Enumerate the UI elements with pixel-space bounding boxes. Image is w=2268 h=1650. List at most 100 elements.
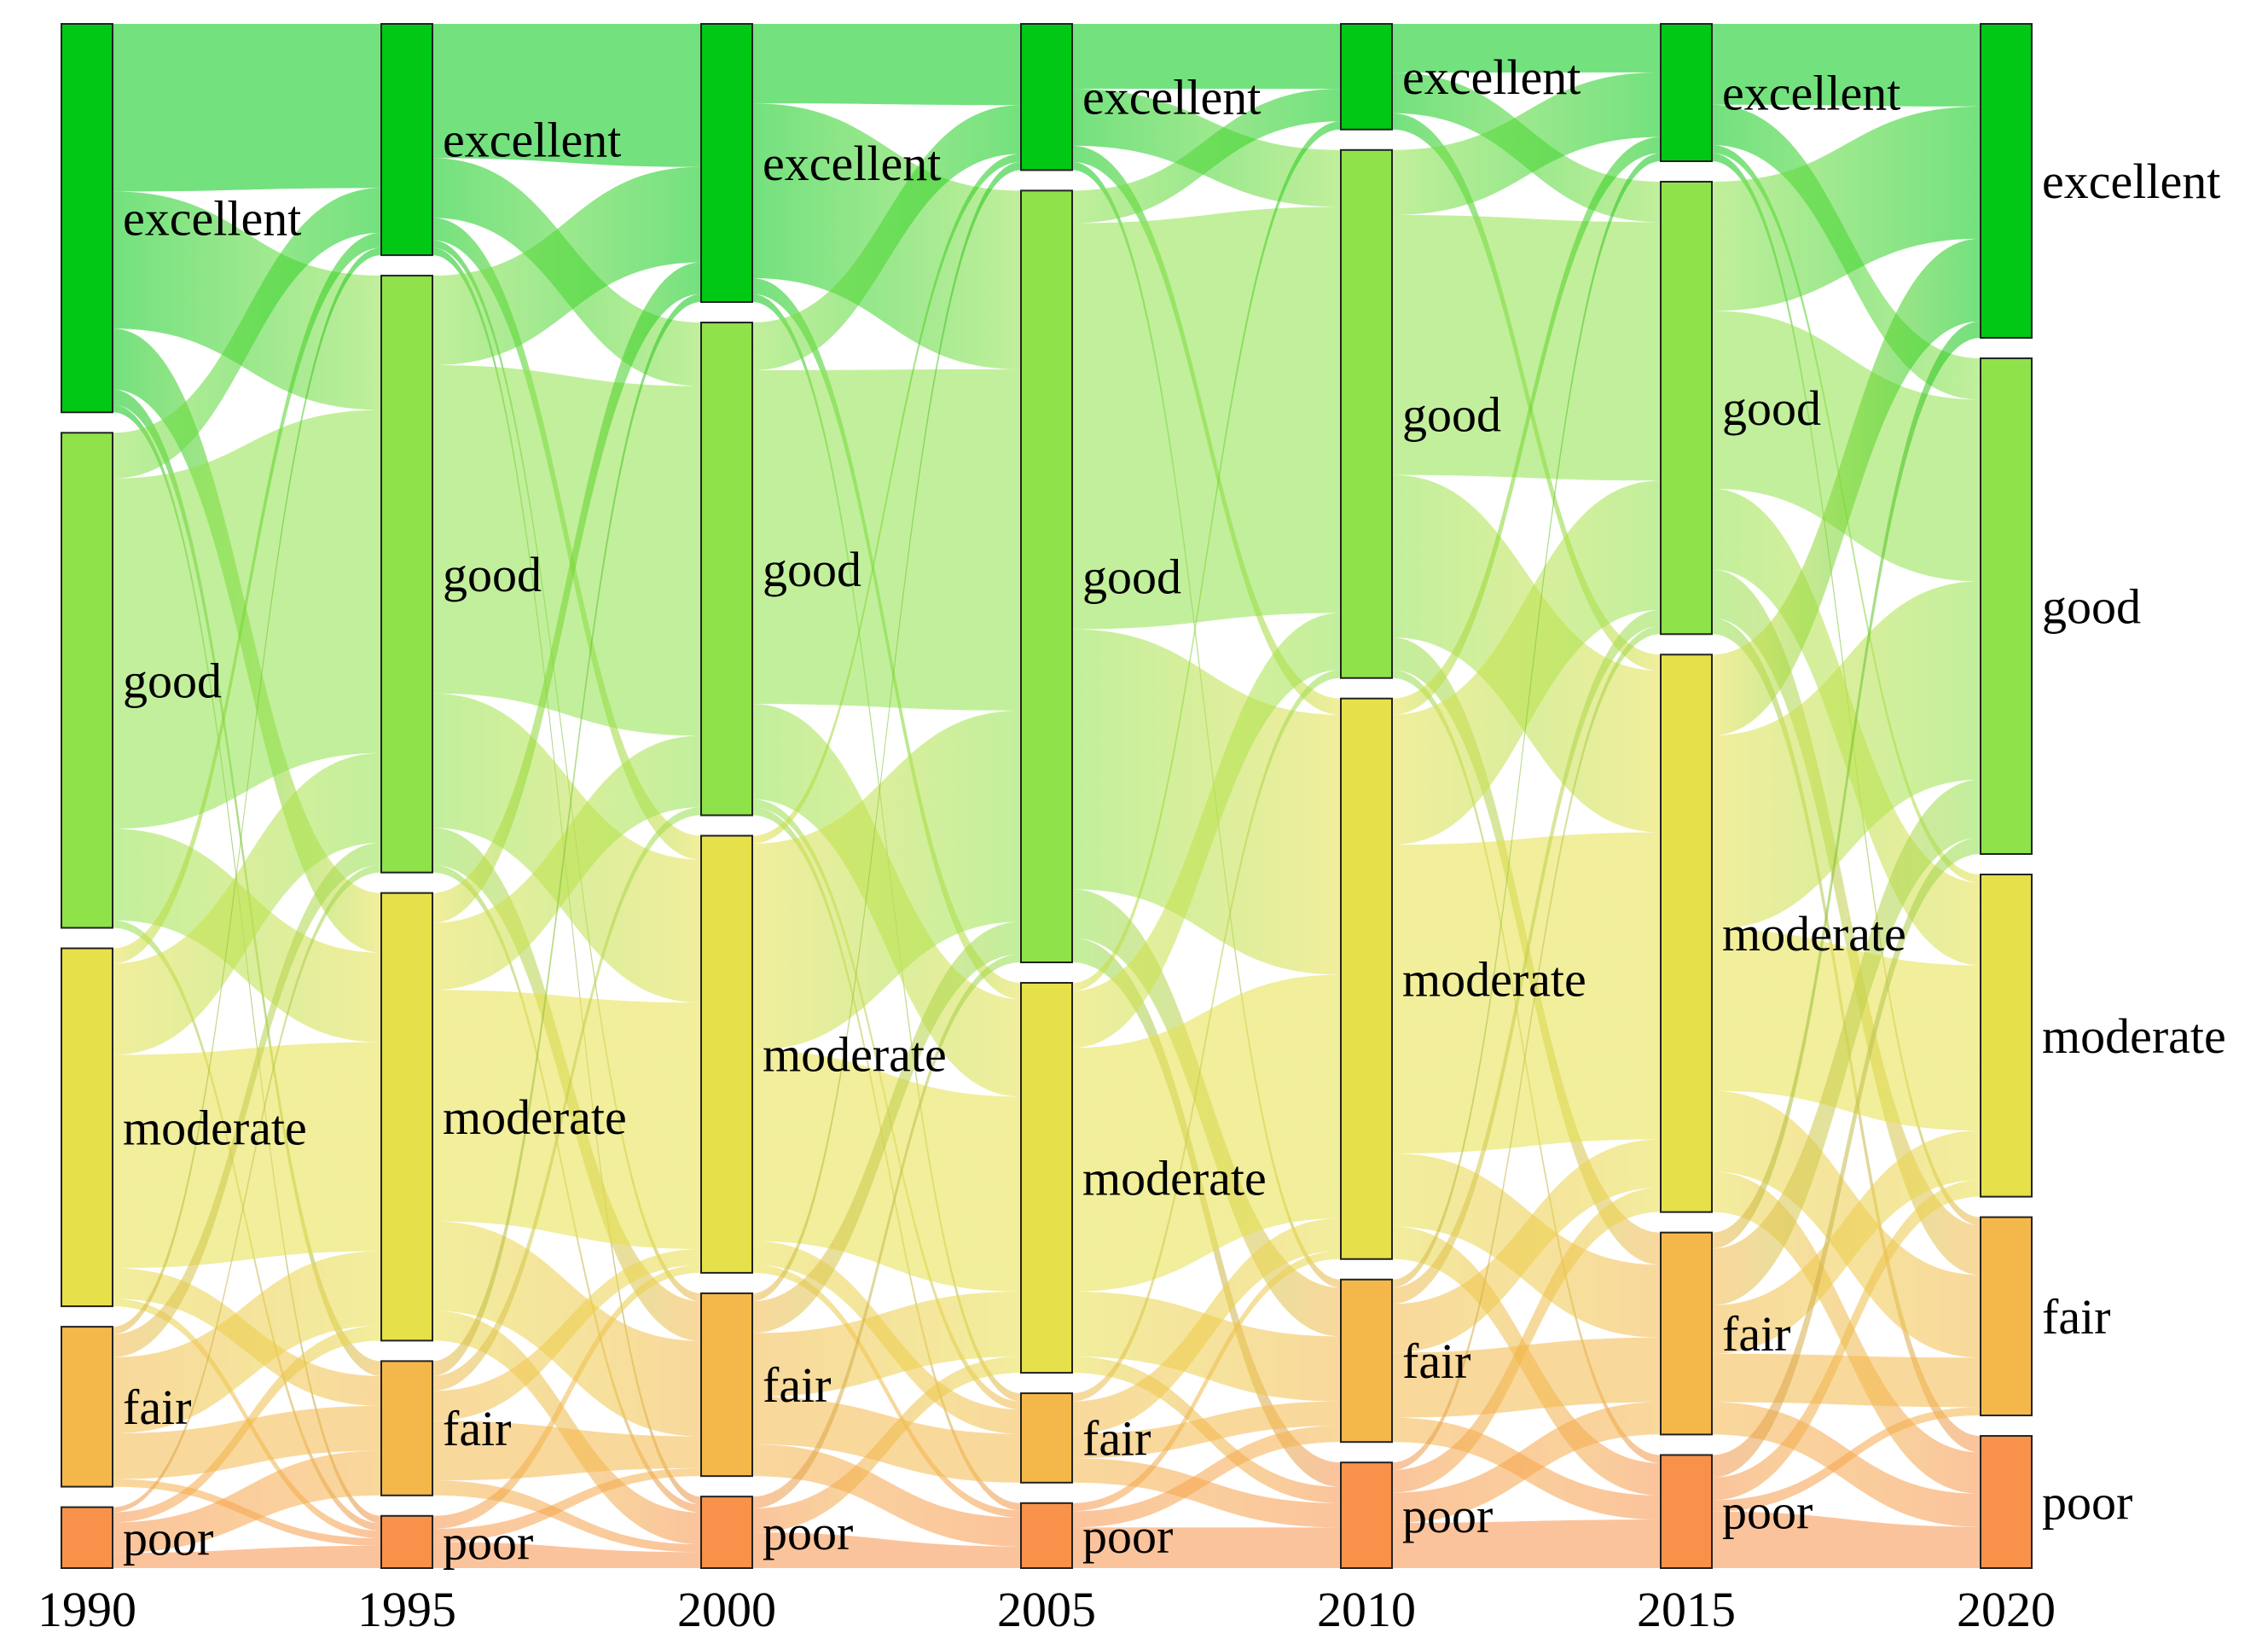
- flow-2010-poor-to-2015-moderate: [1392, 1188, 1661, 1493]
- flow-2005-fair-to-2010-good: [1072, 670, 1341, 1402]
- flow-1995-moderate-to-2000-poor: [432, 1310, 701, 1545]
- flow-1995-moderate-to-2000-moderate: [432, 990, 701, 1249]
- label-2015-excellent: excellent: [1722, 65, 1900, 120]
- node-2005-good: [1020, 189, 1073, 964]
- label-2010-fair: fair: [1402, 1333, 1471, 1389]
- flow-1990-moderate-to-1995-excellent: [113, 232, 381, 964]
- flow-2000-fair-to-2005-poor: [752, 1444, 1021, 1547]
- node-2015-moderate: [1660, 654, 1713, 1213]
- node-2005-excellent: [1020, 23, 1073, 171]
- flow-2005-poor-to-2010-poor: [1072, 1527, 1341, 1568]
- year-label-2020: 2020: [1957, 1582, 2056, 1637]
- flow-2010-fair-to-2015-moderate: [1392, 1139, 1661, 1353]
- flow-2015-fair-to-2020-excellent: [1712, 321, 1981, 1249]
- flow-2015-fair-to-2020-poor: [1712, 1402, 1981, 1527]
- label-2010-good: good: [1402, 386, 1501, 442]
- flow-2005-fair-to-2010-fair: [1072, 1401, 1341, 1459]
- flow-2005-excellent-to-2010-excellent: [1072, 24, 1341, 90]
- label-2015-moderate: moderate: [1722, 906, 1906, 962]
- flow-2005-poor-to-2010-moderate: [1072, 1251, 1341, 1512]
- label-2000-good: good: [763, 542, 861, 597]
- flow-2000-poor-to-2005-poor: [752, 1532, 1021, 1568]
- flow-2000-excellent-to-2005-excellent: [752, 24, 1021, 106]
- flow-2015-fair-to-2020-fair: [1712, 1353, 1981, 1408]
- flow-2000-poor-to-2005-moderate: [752, 1357, 1021, 1533]
- flow-2010-moderate-to-2015-good: [1392, 480, 1661, 845]
- node-2000-excellent: [700, 23, 753, 304]
- label-2005-excellent: excellent: [1082, 70, 1261, 125]
- flow-1990-poor-to-1995-good: [113, 864, 381, 1513]
- node-2000-moderate: [700, 834, 753, 1274]
- flow-1990-fair-to-1995-good: [113, 842, 381, 1357]
- node-2005-poor: [1020, 1502, 1073, 1570]
- flow-2015-fair-to-2020-good: [1712, 779, 1981, 1305]
- flow-2015-moderate-to-2020-good: [1712, 581, 1981, 930]
- flow-1990-fair-to-1995-excellent: [113, 247, 381, 1335]
- node-1990-poor: [61, 1506, 113, 1570]
- flow-2010-moderate-to-2015-moderate: [1392, 832, 1661, 1153]
- label-2015-poor: poor: [1722, 1484, 1813, 1540]
- node-1990-excellent: [61, 23, 113, 414]
- label-2005-moderate: moderate: [1082, 1151, 1267, 1206]
- flow-2000-moderate-to-2005-good: [752, 710, 1021, 1051]
- flow-2015-fair-to-2020-moderate: [1712, 1130, 1981, 1354]
- category-labels: excellent good moderate fair poor excellent go…: [123, 49, 2226, 1570]
- node-2000-good: [700, 322, 753, 816]
- label-2015-good: good: [1722, 381, 1821, 436]
- flow-2000-moderate-to-2005-excellent: [752, 154, 1021, 844]
- year-label-1995: 1995: [357, 1582, 456, 1637]
- label-2020-poor: poor: [2042, 1475, 2132, 1531]
- year-label-1990: 1990: [38, 1582, 136, 1637]
- flow-1995-fair-to-2000-moderate: [432, 1248, 701, 1421]
- label-2005-good: good: [1082, 549, 1181, 605]
- node-2020-moderate: [1980, 873, 2033, 1198]
- label-2020-excellent: excellent: [2042, 154, 2220, 209]
- flow-links: [113, 24, 1981, 1568]
- flow-1990-poor-to-1995-moderate: [113, 1325, 381, 1523]
- node-1995-moderate: [380, 892, 433, 1342]
- node-2015-excellent: [1660, 23, 1713, 162]
- flow-1995-good-to-2000-good: [432, 365, 701, 736]
- label-2005-fair: fair: [1082, 1410, 1151, 1466]
- label-2010-moderate: moderate: [1402, 951, 1586, 1007]
- node-2020-fair: [1980, 1216, 2033, 1417]
- flow-2000-good-to-2005-excellent: [752, 105, 1021, 370]
- label-2020-moderate: moderate: [2042, 1008, 2226, 1064]
- label-2010-excellent: excellent: [1402, 49, 1581, 105]
- label-2020-fair: fair: [2042, 1289, 2111, 1345]
- flow-2010-good-to-2015-excellent: [1392, 72, 1661, 215]
- flow-2000-fair-to-2005-excellent: [752, 161, 1021, 1302]
- flow-1990-good-to-1995-good: [113, 410, 381, 829]
- flow-2015-poor-to-2020-moderate: [1712, 1180, 1981, 1501]
- label-1990-excellent: excellent: [123, 191, 301, 247]
- flow-2005-poor-to-2010-fair: [1072, 1426, 1341, 1528]
- node-1990-good: [61, 432, 113, 929]
- flow-2010-fair-to-2015-good: [1392, 609, 1661, 1304]
- label-2000-poor: poor: [763, 1505, 853, 1560]
- node-2020-excellent: [1980, 23, 2033, 339]
- flow-2005-moderate-to-2010-moderate: [1072, 974, 1341, 1292]
- flow-2005-fair-to-2010-poor: [1072, 1458, 1341, 1528]
- flow-2005-moderate-to-2010-good: [1072, 613, 1341, 1049]
- flow-2015-good-to-2020-fair: [1712, 569, 1981, 1275]
- node-1995-fair: [380, 1360, 433, 1496]
- flow-1990-fair-to-1995-moderate: [113, 1251, 381, 1434]
- node-2010-moderate: [1340, 697, 1393, 1260]
- label-1995-moderate: moderate: [443, 1089, 627, 1145]
- flow-1995-fair-to-2000-fair: [432, 1421, 701, 1481]
- flow-2010-poor-to-2015-good: [1392, 625, 1661, 1471]
- node-2015-poor: [1660, 1454, 1713, 1569]
- flow-2010-poor-to-2015-poor: [1392, 1519, 1661, 1568]
- flow-1995-poor-to-2000-moderate: [432, 1264, 701, 1530]
- label-1990-fair: fair: [123, 1380, 192, 1435]
- label-2010-poor: poor: [1402, 1488, 1493, 1543]
- flow-2010-moderate-to-2015-excellent: [1392, 137, 1661, 715]
- label-1995-good: good: [443, 547, 542, 602]
- flow-1995-moderate-to-2000-good: [432, 735, 701, 991]
- flow-2000-fair-to-2005-good: [752, 921, 1021, 1333]
- flow-2005-good-to-2010-good: [1072, 206, 1341, 630]
- flow-1990-moderate-to-1995-good: [113, 752, 381, 1055]
- node-2010-poor: [1340, 1461, 1393, 1569]
- category-nodes: [61, 23, 2033, 1570]
- flow-2015-good-to-2020-excellent: [1712, 106, 1981, 311]
